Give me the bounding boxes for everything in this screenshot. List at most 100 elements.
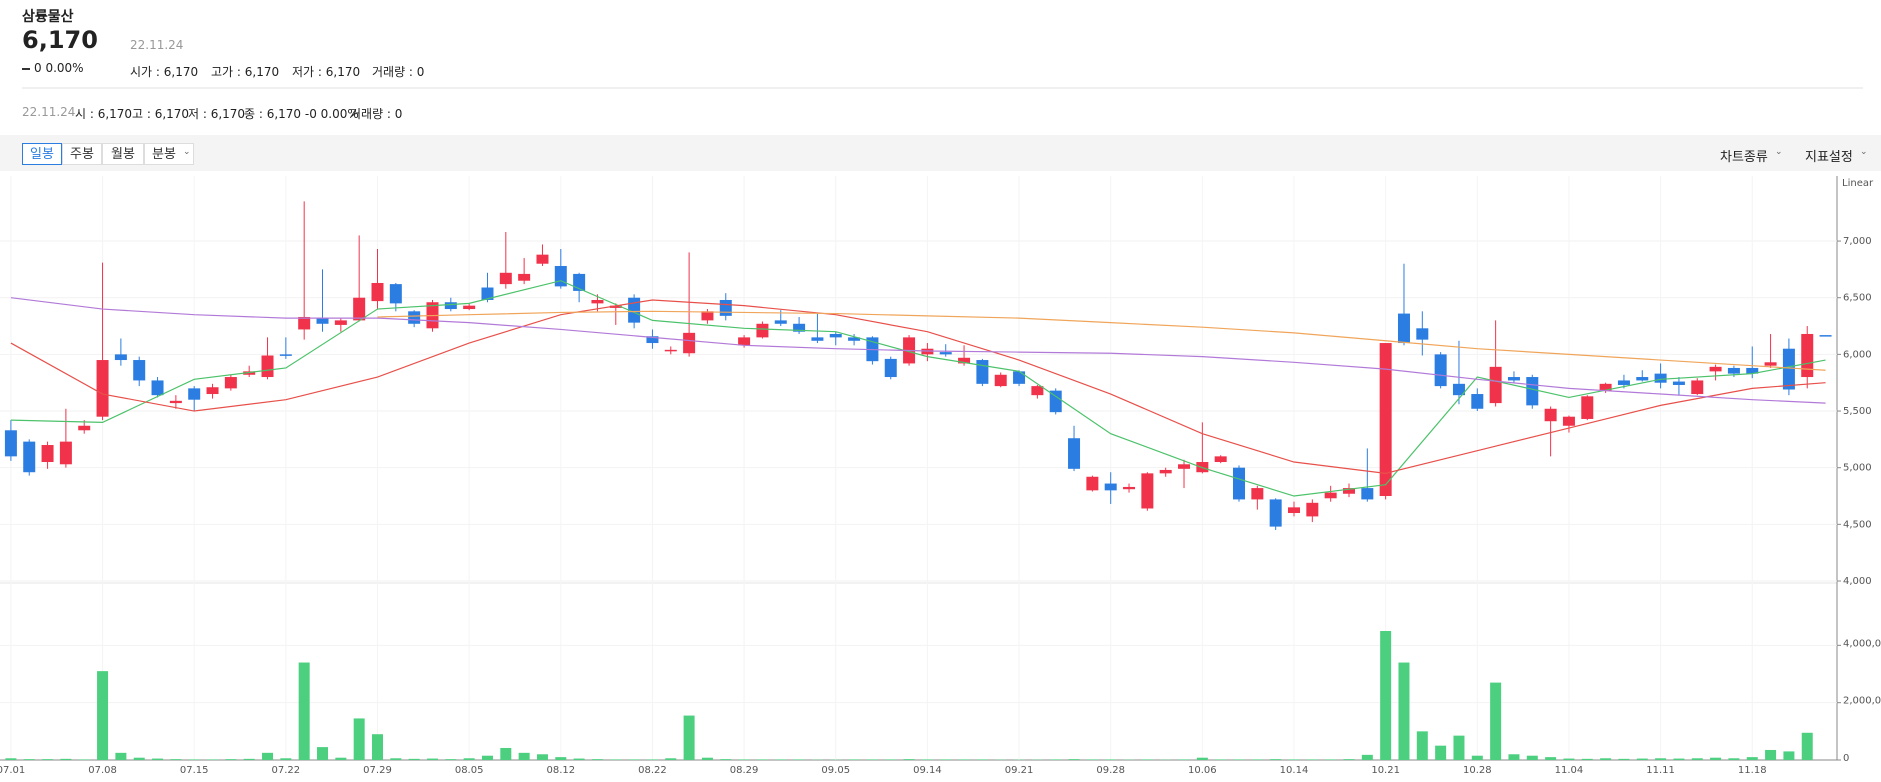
period-button[interactable]: 주봉	[62, 143, 102, 165]
candle-body	[1178, 464, 1191, 469]
y-tick-label: 4,000	[1843, 576, 1872, 587]
price: 6,170	[22, 26, 98, 54]
volume-bar	[445, 759, 457, 760]
candle-body	[939, 352, 952, 355]
volume-bar	[390, 758, 402, 760]
candle-body	[683, 332, 696, 354]
volume-bar	[646, 759, 658, 760]
candle-body	[1599, 383, 1612, 391]
stock-name: 삼륭물산	[22, 9, 74, 25]
volume-bar	[481, 755, 493, 760]
candle-body	[1251, 488, 1264, 500]
x-tick-label: 11.11	[1646, 765, 1675, 776]
candle-body	[1397, 313, 1410, 344]
candle-body	[958, 357, 971, 364]
candle-body	[188, 388, 201, 400]
volume-bar	[1526, 755, 1538, 760]
volume-bar	[756, 759, 768, 760]
volume-bar	[518, 752, 530, 760]
high: 고가 : 6,170	[211, 65, 280, 79]
volume-bar	[1508, 754, 1520, 760]
low: 저가 : 6,170	[292, 65, 361, 79]
volume-bar	[1618, 758, 1630, 760]
candle-body	[1562, 416, 1575, 426]
candle-body	[1526, 377, 1539, 406]
candle-body	[1342, 488, 1355, 494]
candle-body	[1544, 408, 1557, 422]
candle-body	[554, 265, 567, 287]
y-tick-label: 5,500	[1843, 406, 1872, 417]
candle-body	[316, 318, 329, 324]
candle-body	[481, 287, 494, 300]
period-button[interactable]: 분봉	[144, 143, 194, 165]
candle-body	[1727, 367, 1740, 374]
indicator-button[interactable]: 지표설정	[1805, 150, 1853, 165]
moving-average	[10, 280, 1826, 497]
candle-body	[499, 272, 512, 285]
candle-body	[261, 355, 274, 378]
volume-bar	[591, 759, 603, 760]
period-button[interactable]: 월봉	[102, 143, 144, 165]
y-tick-label: 6,500	[1843, 293, 1872, 304]
candle-body	[756, 323, 769, 338]
candle-body	[1068, 438, 1081, 469]
candle-body	[1764, 362, 1777, 366]
volume-bar	[78, 759, 90, 760]
volume-bar	[1435, 745, 1447, 760]
candle-body	[334, 320, 347, 325]
volume-bar	[1563, 758, 1575, 760]
volume-bar	[958, 759, 970, 760]
volume-bar	[280, 758, 292, 760]
volume-bar	[665, 758, 677, 760]
candle-body	[1782, 348, 1795, 390]
x-tick-label: 07.08	[88, 765, 117, 776]
period-button[interactable]: 일봉	[22, 143, 62, 165]
volume-bar	[610, 759, 622, 760]
volume-bar	[1050, 759, 1062, 760]
chart-type-button[interactable]: 차트종류	[1720, 150, 1768, 165]
candle-body	[78, 425, 91, 431]
volume-bar	[1196, 757, 1208, 760]
x-tick-label: 10.14	[1280, 765, 1309, 776]
x-tick-label: 07.29	[363, 765, 392, 776]
x-tick-label: 07.22	[272, 765, 301, 776]
volume-bar	[60, 758, 72, 760]
volume-bar	[408, 758, 420, 760]
volume-bar	[1801, 732, 1813, 760]
scale-label: Linear	[1842, 178, 1874, 189]
volume-bar	[573, 758, 585, 760]
y-tick-label: 5,000	[1843, 463, 1872, 474]
x-tick-label: 08.22	[638, 765, 667, 776]
candle-body	[206, 387, 219, 395]
volume-bar	[133, 757, 145, 760]
candle-body	[646, 336, 659, 344]
x-tick-label: 08.12	[546, 765, 575, 776]
volume-bar	[243, 758, 255, 760]
candle-body	[884, 358, 897, 378]
volume-bar	[1636, 758, 1648, 760]
candle-body	[1269, 499, 1282, 527]
x-tick-label: 10.21	[1371, 765, 1400, 776]
volume-bar	[317, 747, 329, 760]
volume-bar	[225, 759, 237, 760]
candle-body	[738, 337, 751, 346]
volume-bar	[1490, 682, 1502, 760]
volume-bar	[1288, 759, 1300, 760]
moving-average	[377, 310, 1826, 371]
candle-body	[23, 441, 36, 473]
volume-bar	[353, 718, 365, 760]
volume-bar	[335, 757, 347, 760]
candle-body	[1507, 377, 1520, 381]
candle-body	[279, 354, 292, 356]
volume-bar	[262, 752, 274, 760]
candle-body	[609, 305, 622, 308]
volume-bar	[683, 715, 695, 760]
volume-bar	[1270, 759, 1282, 760]
candle-body	[1416, 328, 1429, 340]
candle-body	[371, 282, 384, 302]
candle-body	[811, 337, 824, 341]
candle-body	[591, 299, 604, 304]
volume-bar	[298, 662, 310, 760]
